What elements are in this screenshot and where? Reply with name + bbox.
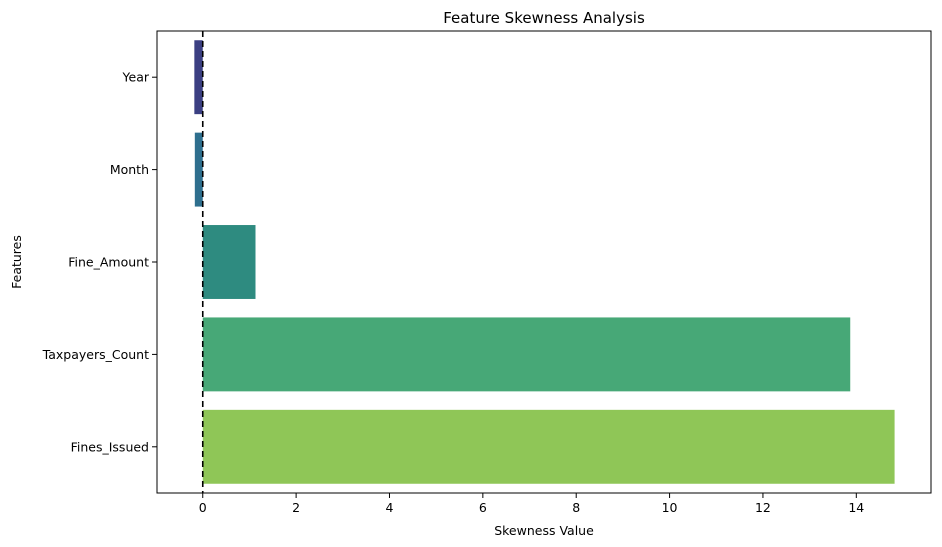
x-axis-ticks: 0 2 4 6 8 10 12 14 xyxy=(199,493,864,515)
x-tick-label: 2 xyxy=(292,500,300,515)
bars-group xyxy=(194,40,895,484)
bar-month xyxy=(194,132,203,207)
y-tick-label: Month xyxy=(110,162,149,177)
x-tick-label: 6 xyxy=(479,500,487,515)
x-tick-label: 4 xyxy=(386,500,394,515)
x-tick-label: 14 xyxy=(848,500,864,515)
bar-taxpayers-count xyxy=(202,317,851,392)
x-tick-label: 8 xyxy=(572,500,580,515)
x-tick-label: 12 xyxy=(755,500,771,515)
bar-year xyxy=(194,40,203,115)
chart-title: Feature Skewness Analysis xyxy=(443,9,645,27)
bar-fine-amount xyxy=(202,225,256,299)
y-tick-label: Year xyxy=(122,70,150,85)
x-tick-label: 0 xyxy=(199,500,207,515)
y-tick-label: Taxpayers_Count xyxy=(42,347,149,362)
y-axis-ticks: Year Month Fine_Amount Taxpayers_Count Fines… xyxy=(42,70,157,454)
y-tick-label: Fine_Amount xyxy=(68,255,149,270)
y-tick-label: Fines_Issued xyxy=(71,439,149,454)
x-tick-label: 10 xyxy=(662,500,678,515)
y-axis-label: Features xyxy=(9,235,24,289)
bar-fines-issued xyxy=(202,409,895,484)
x-axis-label: Skewness Value xyxy=(494,523,594,538)
